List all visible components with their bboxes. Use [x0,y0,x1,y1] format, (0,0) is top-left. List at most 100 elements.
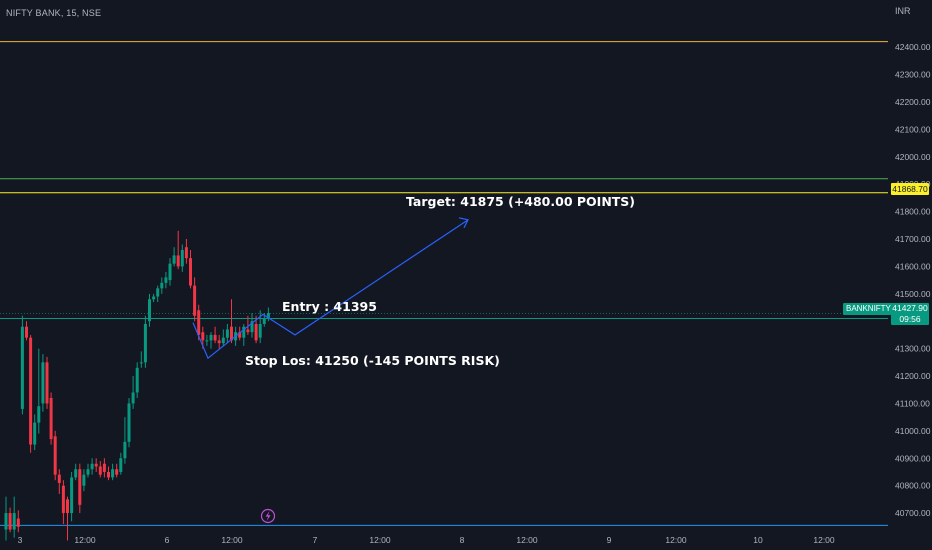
horizontal-levels [0,41,888,526]
candle [135,362,139,398]
candle [189,249,192,289]
candle [258,310,262,344]
y-tick-label: 41000.00 [895,426,931,436]
x-tick-label: 12:00 [516,535,538,545]
target-price-label: 41868.70 [891,183,929,195]
candle [184,239,188,264]
candle [156,285,160,303]
candle [41,354,45,412]
lightning-icon[interactable] [260,508,276,524]
candle [98,461,102,478]
candle [53,430,57,481]
last-price-tag: 41427.90 09:56 [891,303,929,325]
candle [78,463,82,514]
candle [57,469,61,494]
candle [61,480,65,525]
candle [16,510,20,533]
x-tick-label: 12:00 [221,535,243,545]
x-tick-label: 10 [753,535,763,545]
x-tick-label: 12:00 [369,535,391,545]
candle [148,293,151,327]
candle [29,334,33,453]
candle [213,326,217,344]
target-annotation[interactable]: Target: 41875 (+480.00 POINTS) [406,194,636,209]
candle [164,271,168,289]
candle [160,277,164,294]
projection-arrowhead [458,217,469,229]
candle [4,496,8,541]
candle [152,293,156,303]
y-tick-label: 40800.00 [895,481,931,491]
y-tick-label: 41200.00 [895,371,931,381]
y-tick-label: 41600.00 [895,261,931,271]
x-tick-label: 8 [460,535,465,545]
ticker-tag: BANKNIFTY [843,303,894,315]
y-tick-label: 41800.00 [895,207,931,217]
candlestick-series [4,230,270,541]
candle [82,469,86,492]
candle [86,463,90,478]
projection-polyline[interactable] [192,219,469,360]
price-axis[interactable]: 42400.00 42300.00 42200.00 42100.00 42000.00… [895,42,931,518]
symbol-title[interactable]: NIFTY BANK, 15, NSE [6,8,102,18]
x-tick-label: 12:00 [813,535,835,545]
candle [111,463,115,481]
currency-label: INR [895,6,911,16]
candle [123,417,127,464]
candle [250,313,254,338]
projection-path [192,217,469,360]
x-tick-label: 6 [165,535,170,545]
candle [37,348,41,434]
candle [90,458,94,475]
entry-annotation[interactable]: Entry : 41395 [282,299,377,314]
candle [107,466,110,481]
candle [74,463,78,481]
candle [25,321,28,341]
candle [131,376,135,409]
candle [119,452,123,475]
candle [209,332,213,349]
candle [49,392,53,445]
candle [33,414,37,451]
candle [20,315,24,415]
y-tick-label: 42400.00 [895,42,931,52]
candle [45,356,49,409]
candle [242,323,246,346]
candle [127,397,131,448]
x-tick-label: 12:00 [665,535,687,545]
y-tick-label: 42200.00 [895,97,931,107]
candle [102,458,106,478]
candle [12,496,16,538]
candle [266,307,270,322]
x-tick-label: 3 [18,535,23,545]
y-tick-label: 42300.00 [895,70,931,80]
y-tick-label: 41300.00 [895,344,931,354]
x-tick-label: 12:00 [74,535,96,545]
x-tick-label: 7 [313,535,318,545]
stop-loss-annotation[interactable]: Stop Los: 41250 (-145 POINTS RISK) [245,353,500,368]
candle [246,315,250,335]
x-tick-label: 9 [607,535,612,545]
y-tick-label: 40900.00 [895,453,931,463]
candle [139,351,143,368]
y-tick-label: 41100.00 [895,398,930,408]
candle [168,258,172,286]
y-tick-label: 42000.00 [895,152,931,162]
candle [205,334,209,346]
candle [221,329,225,346]
time-axis[interactable]: 3 12:00 6 12:00 7 12:00 8 12:00 9 12:00 10 12:00 [18,535,835,545]
candle [217,334,221,349]
bar-countdown: 09:56 [899,314,921,324]
candle [115,463,119,478]
candle [197,304,201,341]
candle [230,299,233,344]
candle [193,277,197,322]
candle [8,507,12,533]
candle [94,458,98,472]
y-tick-label: 42100.00 [895,124,931,134]
candle [180,244,184,272]
y-tick-label: 41500.00 [895,289,931,299]
last-price: 41427.90 [892,303,928,313]
y-tick-label: 41700.00 [895,234,931,244]
